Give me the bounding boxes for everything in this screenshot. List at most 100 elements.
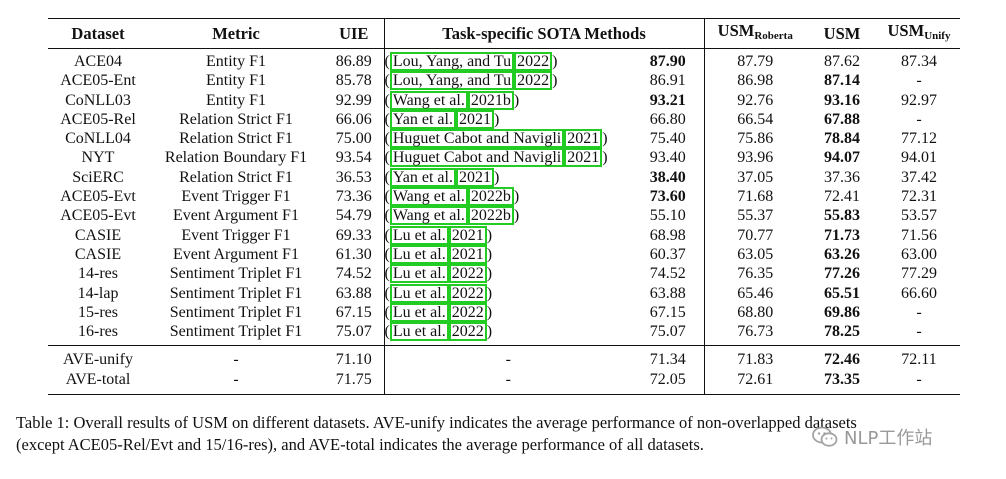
citation-link[interactable]: Lu et al.	[389, 225, 449, 245]
cell-dataset: ACE05-Ent	[60, 72, 136, 90]
citation-link[interactable]: Huguet Cabot and Navigli	[389, 148, 565, 168]
cell-uie: 36.53	[324, 167, 385, 188]
citation-link[interactable]: Wang et al.	[389, 187, 468, 207]
cell-usm: 93.16	[824, 91, 860, 109]
citation-year-link[interactable]: 2022	[448, 283, 487, 303]
cell-sota: 66.80	[632, 109, 705, 130]
citation-link[interactable]: Wang et al.	[389, 90, 468, 110]
header-dataset: Dataset	[48, 18, 148, 49]
citation-link[interactable]: Huguet Cabot and Navigli	[389, 129, 565, 149]
citation-year-link[interactable]: 2022	[448, 322, 487, 342]
table-row: ACE05-Ent Entity F1 85.78(Lou, Yang, and T…	[48, 71, 960, 91]
cell-sota: 63.88	[632, 283, 705, 303]
cell-sota: 86.91	[632, 71, 705, 91]
citation-link[interactable]: Lou, Yang, and Tu	[389, 71, 515, 91]
cell-method: -	[384, 345, 632, 370]
citation-link[interactable]: Yan et al.	[389, 109, 456, 129]
cell-dataset: AVE-total	[48, 369, 148, 396]
citation-link[interactable]: Wang et al.	[389, 206, 468, 226]
table-caption: Table 1: Overall results of USM on diffe…	[16, 412, 991, 456]
cell-sota: 67.15	[632, 302, 705, 323]
header-usm-roberta-sub: Roberta	[754, 29, 793, 42]
cell-usm-roberta: 71.83	[704, 345, 806, 370]
citation-open-paren: (	[384, 110, 390, 128]
cell-dataset: CASIE	[74, 245, 122, 263]
citation-link[interactable]: Lou, Yang, and Tu	[389, 52, 515, 71]
cell-metric: Relation Boundary F1	[164, 149, 308, 167]
citation-year-link[interactable]: 2021	[564, 129, 603, 149]
cell-usm-unify: -	[916, 323, 922, 341]
cell-uie: 69.33	[324, 225, 385, 245]
table-row: ACE04 Entity F1 86.89(Lou, Yang, and Tu 202…	[48, 48, 960, 72]
results-table-container: Dataset Metric UIE Task-specific SOTA Me…	[48, 18, 960, 396]
table-average-body: AVE-unify -71.10-71.34 71.83 72.46 72.11 AVE-…	[48, 345, 960, 396]
cell-usm: 78.84	[824, 130, 860, 148]
cell-metric: Entity F1	[205, 53, 266, 70]
cell-method: -	[384, 369, 632, 396]
citation-year-link[interactable]: 2021b	[467, 90, 514, 110]
citation-close-paren: )	[552, 72, 558, 90]
citation-year-link[interactable]: 2021	[455, 109, 494, 129]
results-table: Dataset Metric UIE Task-specific SOTA Me…	[48, 18, 960, 396]
cell-metric: Event Argument F1	[173, 245, 299, 263]
cell-usm: 67.88	[824, 110, 860, 128]
citation-year-link[interactable]: 2021	[448, 225, 487, 245]
cell-sota: 73.60	[632, 187, 705, 207]
cell-method: (Lu et al. 2022)	[384, 302, 632, 322]
cell-metric: Sentiment Triplet F1	[169, 284, 303, 302]
citation-open-paren: (	[384, 245, 390, 263]
cell-usm-roberta: 76.35	[737, 265, 774, 283]
cell-uie: 67.15	[324, 302, 385, 323]
citation-year-link[interactable]: 2021	[564, 148, 603, 168]
cell-uie: 92.99	[324, 90, 385, 110]
cell-usm-unify: 92.97	[901, 91, 937, 109]
cell-dataset: 16-res	[78, 323, 118, 341]
table-header: Dataset Metric UIE Task-specific SOTA Me…	[48, 18, 960, 49]
cell-method: (Wang et al. 2022b)	[384, 187, 632, 207]
citation-year-link[interactable]: 2022	[448, 264, 487, 284]
citation-link[interactable]: Lu et al.	[389, 244, 449, 264]
cell-dataset: ACE05-Evt	[60, 188, 136, 206]
cell-usm-roberta: 75.86	[737, 130, 774, 148]
cell-uie: 71.75	[324, 369, 385, 396]
cell-usm-unify: -	[916, 72, 922, 90]
citation-link[interactable]: Yan et al.	[389, 167, 456, 187]
cell-usm: 69.86	[824, 303, 860, 321]
header-usm-roberta: USMRoberta	[704, 18, 806, 49]
table-row: 14-lap Sentiment Triplet F1 63.88(Lu et al…	[48, 283, 960, 303]
table-row: CoNLL03 Entity F1 92.99(Wang et al. 2021b) 9…	[48, 90, 960, 110]
citation-year-link[interactable]: 2022b	[467, 206, 514, 226]
table-row: ACE05-Evt Event Trigger F1 73.36(Wang et a…	[48, 187, 960, 207]
watermark: NLP工作站	[812, 424, 932, 450]
citation-year-link[interactable]: 2022	[514, 52, 553, 71]
cell-metric: -	[148, 369, 324, 396]
citation-link[interactable]: Lu et al.	[389, 322, 449, 342]
header-sota: Task-specific SOTA Methods	[384, 18, 705, 49]
cell-method: (Wang et al. 2021b)	[384, 90, 632, 110]
cell-sota: 74.52	[632, 264, 705, 284]
citation-year-link[interactable]: 2022	[448, 302, 487, 322]
cell-usm-unify: 71.56	[901, 226, 937, 244]
cell-dataset: AVE-unify	[48, 345, 148, 370]
cell-uie: 66.06	[324, 109, 385, 130]
header-usm-unify-main: USM	[887, 20, 925, 40]
citation-year-link[interactable]: 2022	[514, 71, 553, 91]
citation-link[interactable]: Lu et al.	[389, 283, 449, 303]
cell-dataset: CASIE	[74, 226, 122, 244]
citation-year-link[interactable]: 2021	[455, 167, 494, 187]
cell-usm-unify: -	[878, 369, 960, 396]
citation-open-paren: (	[384, 226, 390, 244]
cell-usm-unify: 77.12	[901, 130, 937, 148]
cell-metric: Entity F1	[205, 91, 266, 109]
citation-link[interactable]: Lu et al.	[389, 302, 449, 322]
cell-sota: 71.34	[632, 345, 705, 370]
cell-usm-roberta: 86.98	[737, 72, 774, 90]
cell-uie: 93.54	[324, 148, 385, 168]
citation-year-link[interactable]: 2021	[448, 244, 487, 264]
cell-uie: 61.30	[324, 244, 385, 265]
table-row: 16-res Sentiment Triplet F1 75.07(Lu et al…	[48, 322, 960, 346]
citation-open-paren: (	[384, 72, 390, 90]
citation-close-paren: )	[493, 168, 500, 186]
citation-year-link[interactable]: 2022b	[467, 187, 514, 207]
citation-link[interactable]: Lu et al.	[389, 264, 449, 284]
